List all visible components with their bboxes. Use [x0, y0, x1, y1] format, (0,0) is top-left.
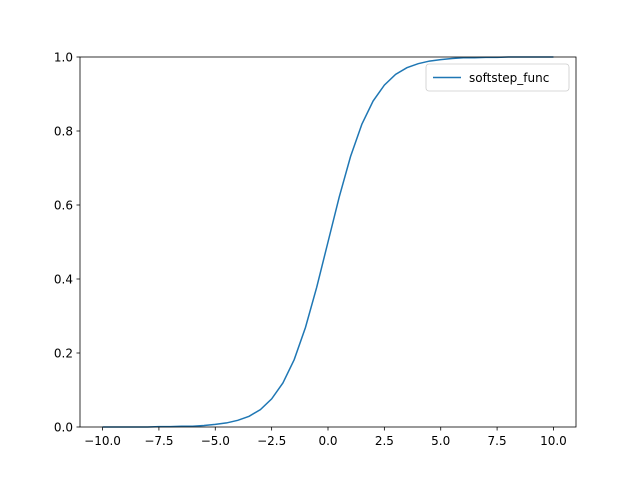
x-tick-label: 5.0	[431, 434, 450, 448]
x-tick-label: −10.0	[84, 434, 121, 448]
plot-frame	[79, 56, 577, 428]
legend-box	[425, 63, 570, 92]
y-tick-label: 1.0	[54, 51, 73, 65]
y-tick-label: 0.4	[54, 273, 73, 287]
x-tick-label: −2.5	[257, 434, 286, 448]
line	[102, 56, 554, 428]
x-tick-label: 10.0	[540, 434, 567, 448]
x-tick-label: −7.5	[144, 434, 173, 448]
y-tick-label: 0.0	[54, 421, 73, 435]
legend-label: softstep_func	[469, 71, 549, 85]
x-tick-label: 7.5	[488, 434, 507, 448]
x-tick-label: −5.0	[201, 434, 230, 448]
x-tick-label: 0.0	[318, 434, 337, 448]
y-tick-label: 0.6	[54, 199, 73, 213]
y-tick-label: 0.2	[54, 347, 73, 361]
y-tick-label: 0.8	[54, 125, 73, 139]
x-tick-label: 2.5	[375, 434, 394, 448]
